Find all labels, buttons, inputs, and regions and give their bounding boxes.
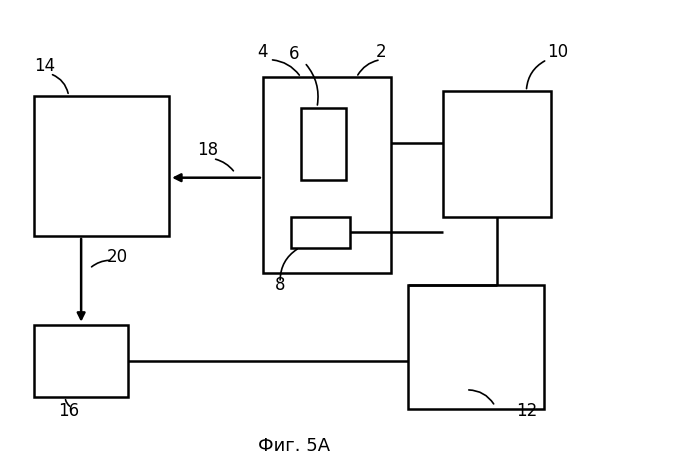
Text: 18: 18 (197, 141, 218, 159)
Text: 10: 10 (547, 43, 568, 61)
Bar (291, 217, 350, 248)
Text: 20: 20 (107, 248, 128, 266)
Bar (34, 96, 169, 236)
Bar (408, 285, 544, 409)
Text: 4: 4 (257, 43, 268, 61)
Bar (263, 77, 391, 273)
Text: 16: 16 (58, 402, 79, 420)
Text: Фиг. 5A: Фиг. 5A (258, 437, 330, 455)
Bar (443, 92, 551, 217)
Bar (34, 325, 128, 397)
Text: 12: 12 (516, 402, 537, 420)
Text: 2: 2 (375, 43, 386, 61)
Bar (301, 108, 346, 180)
Text: 8: 8 (275, 276, 285, 294)
Text: 6: 6 (289, 45, 299, 63)
Text: 14: 14 (34, 57, 55, 75)
